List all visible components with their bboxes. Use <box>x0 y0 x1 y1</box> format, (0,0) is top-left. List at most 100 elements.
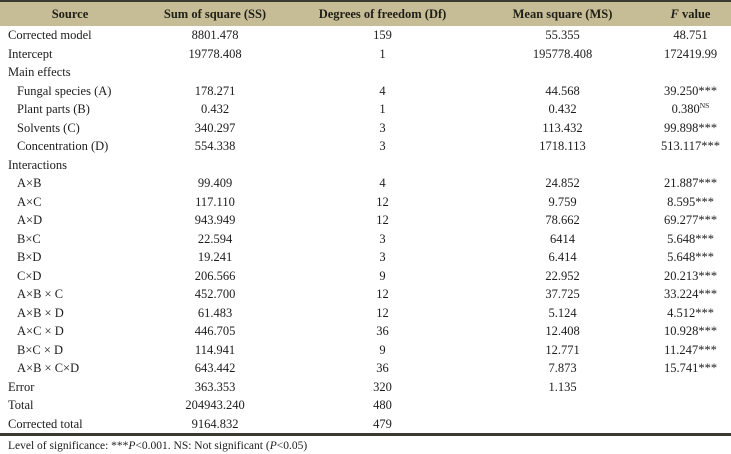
table-row: Total 204943.240 480 <box>0 396 731 415</box>
cell-source: Solvents (C) <box>17 120 80 135</box>
cell-f-value: 8.595*** <box>667 194 714 209</box>
footnote-p-italic: P <box>269 440 277 452</box>
cell-sum-of-square: 8801.478 <box>191 28 239 42</box>
table-row: Main effects <box>0 63 731 82</box>
cell-mean-square: 195778.408 <box>532 46 593 61</box>
cell-f-value <box>650 63 731 82</box>
cell-f-value: 11.247*** <box>664 342 717 357</box>
table-row: C×D 206.566 9 22.952 20.213*** <box>0 267 731 286</box>
cell-f-value <box>650 396 731 415</box>
cell-f-value: 99.898*** <box>663 120 718 135</box>
cell-degrees-of-freedom: 3 <box>379 231 386 246</box>
cell-degrees-of-freedom: 479 <box>373 416 392 431</box>
cell-source: Total <box>8 398 34 412</box>
cell-sum-of-square: 554.338 <box>194 139 236 153</box>
f-value-italic: F <box>670 6 679 21</box>
cell-mean-square: 55.355 <box>545 28 580 42</box>
table-row: A×B × D 61.483 12 5.124 4.512*** <box>0 304 731 323</box>
cell-degrees-of-freedom: 1 <box>379 102 386 116</box>
cell-source: Main effects <box>8 65 71 79</box>
cell-f-value: 15.741*** <box>663 361 718 375</box>
cell-f-value: 39.250*** <box>663 83 718 98</box>
cell-sum-of-square: 117.110 <box>195 194 235 209</box>
cell-degrees-of-freedom: 1 <box>379 46 386 61</box>
cell-sum-of-square: 19.241 <box>197 250 233 264</box>
cell-f-value <box>650 378 731 397</box>
cell-mean-square: 24.852 <box>545 176 580 190</box>
cell-source: A×B × C×D <box>17 361 80 375</box>
cell-degrees-of-freedom: 320 <box>373 379 392 394</box>
cell-source: Error <box>8 379 35 394</box>
table-row: B×C 22.594 3 6414 5.648*** <box>0 230 731 249</box>
f-value-rest: value <box>678 6 711 21</box>
cell-f-value: 20.213*** <box>663 268 718 283</box>
table-row: A×D 943.949 12 78.662 69.277*** <box>0 211 731 230</box>
col-header-source: Source <box>0 1 140 26</box>
footnote-text: <0.001. NS: Not significant ( <box>135 440 270 452</box>
cell-f-value: 5.648*** <box>667 231 714 246</box>
cell-mean-square: 44.568 <box>545 83 580 98</box>
table-row: Solvents (C) 340.297 3 113.432 99.898*** <box>0 119 731 138</box>
cell-degrees-of-freedom: 480 <box>373 398 392 412</box>
cell-source: Intercept <box>8 46 53 61</box>
cell-sum-of-square: 206.566 <box>194 268 236 283</box>
cell-degrees-of-freedom <box>290 63 475 82</box>
table-row: Corrected model 8801.478 159 55.355 48.751 <box>0 26 731 45</box>
cell-sum-of-square: 643.442 <box>194 361 236 375</box>
cell-degrees-of-freedom: 3 <box>379 120 386 135</box>
cell-source: B×C × D <box>17 342 64 357</box>
table-row: Error 363.353 320 1.135 <box>0 378 731 397</box>
cell-sum-of-square: 446.705 <box>194 324 236 338</box>
cell-source: A×B × D <box>17 305 64 320</box>
cell-degrees-of-freedom: 9 <box>379 342 386 357</box>
cell-f-value: 513.117*** <box>661 139 720 153</box>
cell-sum-of-square: 0.432 <box>200 102 230 116</box>
cell-source: Corrected total <box>8 416 83 431</box>
cell-mean-square: 78.662 <box>545 213 580 227</box>
cell-mean-square <box>475 156 650 175</box>
cell-degrees-of-freedom <box>290 156 475 175</box>
cell-degrees-of-freedom: 3 <box>379 139 386 153</box>
header-row: Source Sum of square (SS) Degrees of fre… <box>0 1 731 26</box>
col-header-mean-square: Mean square (MS) <box>475 1 650 26</box>
cell-f-value: 48.751 <box>673 28 708 42</box>
cell-f-value <box>650 415 731 435</box>
cell-f-value: 0.380NS <box>671 100 710 116</box>
cell-mean-square: 6.414 <box>548 250 577 264</box>
footnote-p-italic: P <box>128 440 136 452</box>
cell-source: A×C × D <box>17 324 64 338</box>
cell-source: Fungal species (A) <box>17 83 112 98</box>
cell-mean-square: 37.725 <box>545 287 580 301</box>
cell-source: A×B × C <box>17 287 64 301</box>
cell-source: A×B <box>17 176 42 190</box>
cell-degrees-of-freedom: 3 <box>379 250 386 264</box>
cell-degrees-of-freedom: 12 <box>376 194 389 209</box>
footnote-text: <0.05) <box>276 440 308 452</box>
cell-mean-square: 113.432 <box>542 120 583 135</box>
cell-mean-square: 12.408 <box>545 324 580 338</box>
cell-sum-of-square: 340.297 <box>194 120 236 135</box>
table-row: Intercept 19778.408 1 195778.408 172419.99 <box>0 45 731 64</box>
cell-sum-of-square: 363.353 <box>194 379 236 394</box>
cell-degrees-of-freedom: 4 <box>379 83 386 98</box>
table-row: Fungal species (A) 178.271 4 44.568 39.250**… <box>0 82 731 101</box>
table-row: Interactions <box>0 156 731 175</box>
table-row: A×C 117.110 12 9.759 8.595*** <box>0 193 731 212</box>
significance-superscript: NS <box>699 100 710 110</box>
cell-degrees-of-freedom: 159 <box>373 28 392 42</box>
col-header-f-value: F value <box>650 1 731 26</box>
cell-f-value <box>650 156 731 175</box>
table-row: A×C × D 446.705 36 12.408 10.928*** <box>0 322 731 341</box>
anova-table: Source Sum of square (SS) Degrees of fre… <box>0 0 731 436</box>
cell-source: Concentration (D) <box>17 139 109 153</box>
cell-mean-square: 9.759 <box>548 194 577 209</box>
cell-f-value: 69.277*** <box>663 213 718 227</box>
cell-mean-square: 1718.113 <box>539 139 586 153</box>
table-body: Corrected model 8801.478 159 55.355 48.751 In… <box>0 26 731 435</box>
cell-f-value: 33.224*** <box>663 287 718 301</box>
cell-sum-of-square: 204943.240 <box>185 398 245 412</box>
significance-footnote: Level of significance: ***P<0.001. NS: N… <box>0 436 731 452</box>
table-row: Plant parts (B) 0.432 1 0.432 0.380NS <box>0 100 731 119</box>
cell-sum-of-square: 99.409 <box>197 176 233 190</box>
